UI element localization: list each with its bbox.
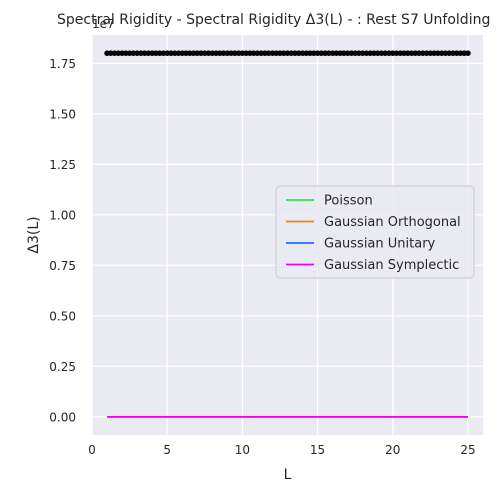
y-tick-label: 0.25 <box>49 360 76 374</box>
y-tick-label: 0.00 <box>49 410 76 424</box>
x-tick-label: 15 <box>310 443 325 457</box>
x-axis-label: L <box>284 467 292 483</box>
x-tick-label: 10 <box>235 443 250 457</box>
y-offset-label: 1e7 <box>92 17 115 31</box>
observed-markers <box>104 50 471 56</box>
y-tick-label: 1.00 <box>49 208 76 222</box>
y-axis-ticks: 0.00 0.25 0.50 0.75 1.00 1.25 1.50 1.75 <box>49 57 76 425</box>
observed-point <box>465 50 471 56</box>
y-tick-label: 1.25 <box>49 158 76 172</box>
chart-title: Spectral Rigidity - Spectral Rigidity Δ3… <box>57 12 490 28</box>
x-tick-label: 0 <box>88 443 96 457</box>
legend-label: Poisson <box>324 194 373 209</box>
y-tick-label: 0.75 <box>49 259 76 273</box>
x-tick-label: 5 <box>163 443 171 457</box>
y-tick-label: 1.50 <box>49 107 76 121</box>
x-axis-ticks: 0 5 10 15 20 25 <box>88 443 475 457</box>
legend: Poisson Gaussian Orthogonal Gaussian Unita… <box>275 185 475 279</box>
legend-box <box>275 185 475 279</box>
y-axis-label: Δ3(L) <box>26 216 42 253</box>
legend-label: Gaussian Unitary <box>324 237 436 252</box>
x-tick-label: 20 <box>385 443 400 457</box>
y-tick-label: 1.75 <box>49 57 76 71</box>
x-tick-label: 25 <box>460 443 475 457</box>
legend-label: Gaussian Orthogonal <box>324 215 461 230</box>
y-tick-label: 0.50 <box>49 309 76 323</box>
legend-label: Gaussian Symplectic <box>324 258 459 273</box>
